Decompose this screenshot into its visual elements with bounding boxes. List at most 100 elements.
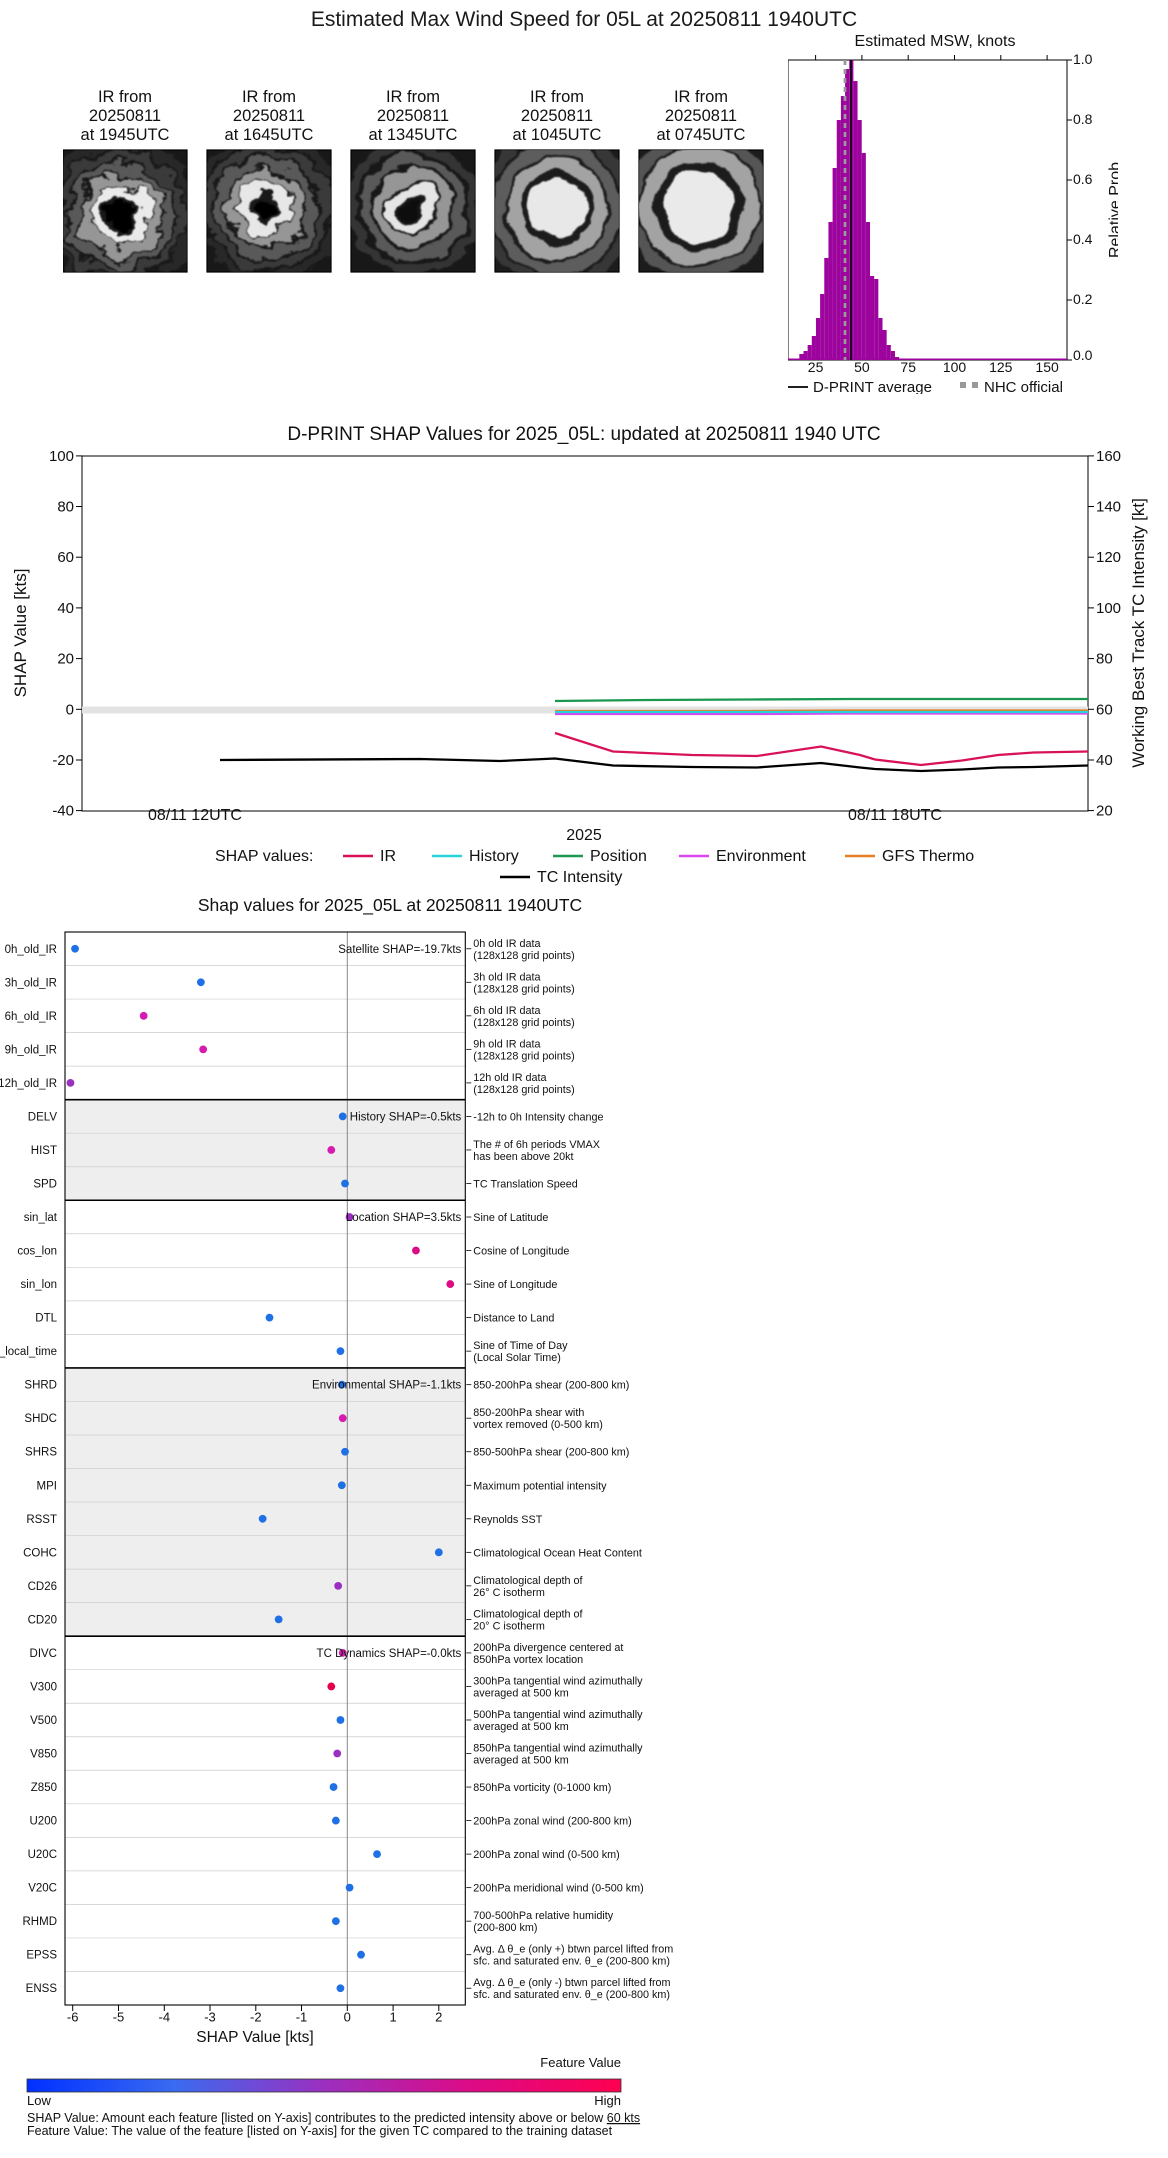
svg-text:Sine of Time of Day: Sine of Time of Day [473, 1340, 568, 1352]
svg-text:-5: -5 [113, 2010, 125, 2025]
svg-text:High: High [594, 2093, 621, 2108]
svg-text:1: 1 [389, 2010, 396, 2025]
svg-text:850hPa vorticity (0-1000 km): 850hPa vorticity (0-1000 km) [473, 1782, 611, 1794]
svg-text:TC Intensity: TC Intensity [537, 869, 622, 886]
svg-text:850hPa vortex location: 850hPa vortex location [473, 1654, 583, 1666]
svg-text:200hPa zonal wind (200-800 km): 200hPa zonal wind (200-800 km) [473, 1816, 631, 1828]
svg-text:3h old IR data: 3h old IR data [473, 971, 540, 983]
svg-text:at 1345UTC: at 1345UTC [369, 126, 458, 144]
svg-text:sfc. and saturated env. θ_e (2: sfc. and saturated env. θ_e (200-800 km) [473, 1956, 670, 1968]
svg-text:150: 150 [1035, 359, 1059, 375]
svg-text:at 0745UTC: at 0745UTC [657, 126, 746, 144]
svg-text:Sine of Latitude: Sine of Latitude [473, 1212, 548, 1224]
svg-text:3h_old_IR: 3h_old_IR [5, 977, 57, 989]
svg-text:20250811: 20250811 [665, 107, 737, 125]
svg-text:(Local Solar Time): (Local Solar Time) [473, 1352, 561, 1364]
svg-text:(128x128 grid points): (128x128 grid points) [473, 983, 574, 995]
svg-text:-6: -6 [67, 2010, 79, 2025]
svg-text:0.4: 0.4 [1073, 231, 1093, 247]
svg-text:20250811: 20250811 [89, 107, 161, 125]
svg-text:sfc. and saturated env. θ_e (2: sfc. and saturated env. θ_e (200-800 km) [473, 1989, 670, 2001]
svg-text:850-200hPa shear (200-800 km): 850-200hPa shear (200-800 km) [473, 1380, 629, 1392]
svg-text:0h old IR data: 0h old IR data [473, 938, 540, 950]
svg-text:(128x128 grid points): (128x128 grid points) [473, 950, 574, 962]
svg-text:40: 40 [1096, 752, 1113, 769]
svg-text:HIST: HIST [31, 1145, 57, 1157]
svg-text:Climatological Ocean Heat Cont: Climatological Ocean Heat Content [473, 1547, 642, 1559]
svg-text:Climatological depth of: Climatological depth of [473, 1608, 583, 1620]
svg-text:700-500hPa relative humidity: 700-500hPa relative humidity [473, 1910, 613, 1922]
svg-text:160: 160 [1096, 448, 1121, 465]
svg-text:100: 100 [943, 359, 967, 375]
svg-text:Environmental SHAP=-1.1kts: Environmental SHAP=-1.1kts [312, 1380, 461, 1392]
svg-text:GFS Thermo: GFS Thermo [882, 848, 974, 865]
svg-text:DTL: DTL [35, 1313, 57, 1325]
svg-text:75: 75 [900, 359, 916, 375]
svg-text:26° C isotherm: 26° C isotherm [473, 1587, 545, 1599]
svg-text:at 1945UTC: at 1945UTC [81, 126, 170, 144]
svg-text:at 1045UTC: at 1045UTC [513, 126, 602, 144]
svg-text:08/11 18UTC: 08/11 18UTC [848, 807, 942, 824]
svg-text:DELV: DELV [28, 1111, 58, 1123]
svg-text:RHMD: RHMD [23, 1916, 58, 1928]
svg-text:MPI: MPI [37, 1480, 57, 1492]
svg-text:-12h to 0h Intensity change: -12h to 0h Intensity change [473, 1111, 603, 1123]
svg-text:averaged at 500 km: averaged at 500 km [473, 1755, 568, 1767]
svg-text:-20: -20 [52, 752, 74, 769]
svg-text:D-PRINT average: D-PRINT average [813, 379, 932, 394]
svg-text:500hPa tangential wind azimuth: 500hPa tangential wind azimuthally [473, 1709, 643, 1721]
svg-text:60: 60 [1096, 701, 1113, 718]
svg-text:-3: -3 [204, 2010, 216, 2025]
svg-text:850-500hPa shear (200-800 km): 850-500hPa shear (200-800 km) [473, 1447, 629, 1459]
svg-text:vortex removed (0-500 km): vortex removed (0-500 km) [473, 1419, 603, 1431]
svg-text:D-PRINT SHAP Values for 2025_0: D-PRINT SHAP Values for 2025_05L: update… [287, 424, 880, 445]
svg-text:SHAP Value [kts]: SHAP Value [kts] [196, 2029, 313, 2046]
svg-text:Avg. Δ θ_e (only +) btwn parce: Avg. Δ θ_e (only +) btwn parcel lifted f… [473, 1944, 673, 1956]
svg-text:DIVC: DIVC [30, 1648, 57, 1660]
svg-text:200hPa meridional wind (0-500: 200hPa meridional wind (0-500 km) [473, 1883, 643, 1895]
svg-text:sin_local_time: sin_local_time [0, 1346, 57, 1358]
svg-text:Shap values for 2025_05L at 20: Shap values for 2025_05L at 20250811 194… [198, 895, 582, 916]
svg-text:V300: V300 [30, 1681, 57, 1693]
svg-text:V850: V850 [30, 1749, 57, 1761]
svg-text:1.0: 1.0 [1073, 51, 1093, 67]
svg-text:The # of 6h periods VMAX: The # of 6h periods VMAX [473, 1139, 600, 1151]
svg-text:Relative Prob: Relative Prob [1107, 162, 1118, 258]
svg-text:COHC: COHC [23, 1547, 57, 1559]
svg-text:Z850: Z850 [31, 1782, 57, 1794]
svg-text:TC Translation Speed: TC Translation Speed [473, 1178, 577, 1190]
svg-text:20: 20 [57, 651, 74, 668]
svg-text:9h_old_IR: 9h_old_IR [5, 1044, 57, 1056]
svg-text:08/11 12UTC: 08/11 12UTC [148, 807, 242, 824]
svg-text:-40: -40 [52, 803, 74, 820]
svg-text:Cosine of Longitude: Cosine of Longitude [473, 1246, 569, 1258]
svg-text:SHRS: SHRS [25, 1447, 57, 1459]
svg-text:Climatological depth of: Climatological depth of [473, 1575, 583, 1587]
svg-text:ENSS: ENSS [26, 1983, 58, 1995]
svg-text:(200-800 km): (200-800 km) [473, 1922, 537, 1934]
svg-text:has been above 20kt: has been above 20kt [473, 1151, 573, 1163]
svg-text:Satellite SHAP=-19.7kts: Satellite SHAP=-19.7kts [338, 944, 461, 956]
svg-text:100: 100 [1096, 600, 1121, 617]
svg-text:SPD: SPD [33, 1178, 57, 1190]
svg-text:IR: IR [380, 848, 396, 865]
svg-text:Low: Low [27, 2093, 51, 2108]
svg-text:12h old IR data: 12h old IR data [473, 1072, 546, 1084]
svg-text:V500: V500 [30, 1715, 57, 1727]
svg-text:140: 140 [1096, 499, 1121, 516]
svg-text:-2: -2 [250, 2010, 262, 2025]
svg-text:EPSS: EPSS [26, 1950, 57, 1962]
svg-text:9h old IR data: 9h old IR data [473, 1038, 540, 1050]
svg-text:Reynolds SST: Reynolds SST [473, 1514, 542, 1526]
svg-text:at 1645UTC: at 1645UTC [225, 126, 314, 144]
svg-text:80: 80 [1096, 651, 1113, 668]
svg-text:12h_old_IR: 12h_old_IR [0, 1078, 57, 1090]
svg-text:25: 25 [808, 359, 824, 375]
svg-text:Avg. Δ θ_e (only -) btwn parce: Avg. Δ θ_e (only -) btwn parcel lifted f… [473, 1977, 670, 1989]
svg-text:2025: 2025 [566, 827, 602, 844]
svg-text:(128x128 grid points): (128x128 grid points) [473, 1017, 574, 1029]
svg-text:200hPa zonal wind (0-500 km): 200hPa zonal wind (0-500 km) [473, 1849, 619, 1861]
svg-text:RSST: RSST [26, 1514, 57, 1526]
svg-text:IR from: IR from [386, 88, 440, 106]
svg-text:cos_lon: cos_lon [17, 1246, 57, 1258]
